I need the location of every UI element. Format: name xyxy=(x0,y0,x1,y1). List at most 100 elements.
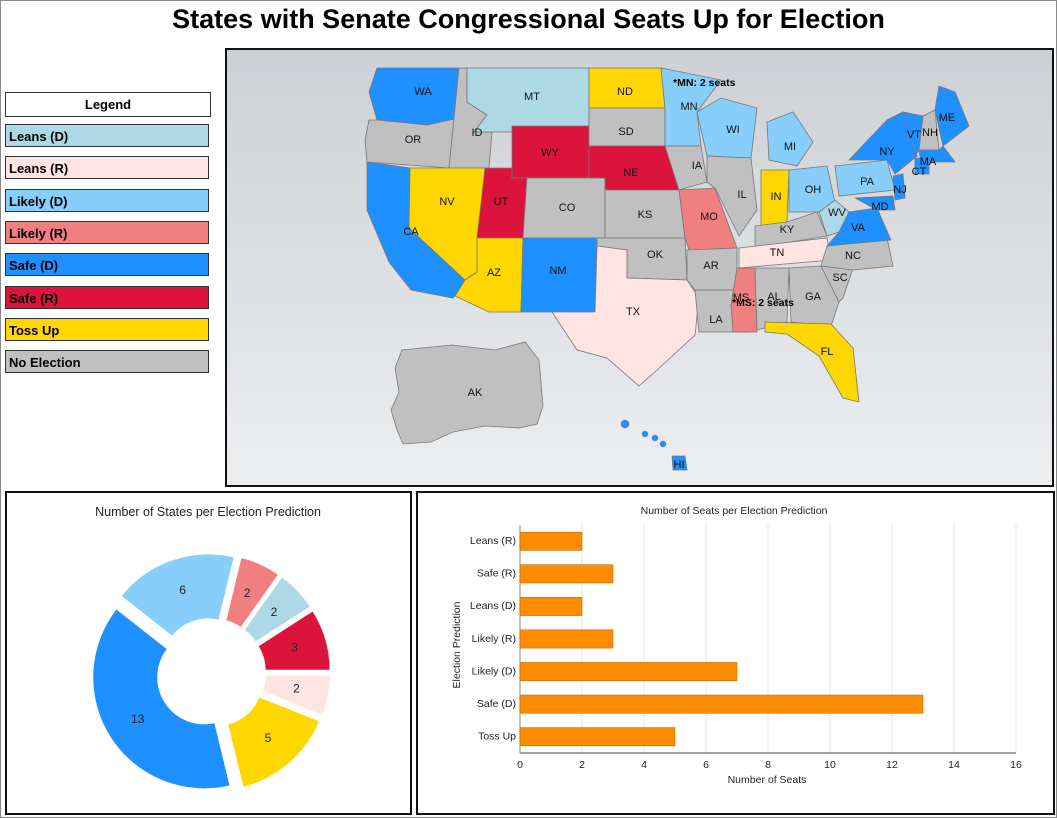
state-label-wi: WI xyxy=(726,124,739,136)
pie-slice-label: 2 xyxy=(244,586,251,600)
state-label-ak: AK xyxy=(468,387,483,399)
state-label-wv: WV xyxy=(828,207,846,219)
pie-slice-toss-up[interactable] xyxy=(225,694,322,790)
state-wi[interactable] xyxy=(696,97,758,159)
hawaii-island xyxy=(620,419,630,429)
bar-chart-panel: Number of Seats per Election Prediction … xyxy=(416,491,1055,815)
state-label-nh: NH xyxy=(922,127,938,139)
bar-likely-d[interactable] xyxy=(519,662,738,681)
legend-item-no-election: No Election xyxy=(5,350,209,374)
bar-safe-r[interactable] xyxy=(519,564,614,584)
map-note: *MS: 2 seats xyxy=(732,297,794,309)
state-ms[interactable] xyxy=(730,267,758,333)
x-tick-label: 2 xyxy=(579,759,585,771)
state-mi[interactable] xyxy=(766,111,814,167)
state-md[interactable] xyxy=(853,195,896,211)
state-il[interactable] xyxy=(706,155,758,237)
y-tick-label: Leans (R) xyxy=(470,535,516,547)
state-label-id: ID xyxy=(472,127,483,139)
x-tick-label: 4 xyxy=(641,759,647,771)
pie-slice-safe-d[interactable] xyxy=(91,606,232,791)
y-tick-label: Likely (D) xyxy=(472,665,516,677)
state-label-ok: OK xyxy=(647,249,664,261)
state-ky[interactable] xyxy=(754,211,828,249)
bar-likely-r[interactable] xyxy=(519,629,614,649)
pie-slice-likely-d[interactable] xyxy=(118,552,236,639)
bar-safe-d[interactable] xyxy=(519,694,924,714)
state-label-sc: SC xyxy=(832,272,847,284)
state-label-ar: AR xyxy=(703,260,718,272)
legend-item-safe-d: Safe (D) xyxy=(5,253,209,277)
state-label-al: AL xyxy=(767,291,780,303)
pie-slice-label: 3 xyxy=(291,641,298,655)
pie-slice-likely-r[interactable] xyxy=(223,555,281,630)
bar-toss-up[interactable] xyxy=(519,727,676,747)
state-fl[interactable] xyxy=(764,321,860,403)
state-label-ky: KY xyxy=(780,224,795,236)
state-label-mn: MN xyxy=(680,101,697,113)
state-label-ga: GA xyxy=(805,291,822,303)
state-ny[interactable] xyxy=(848,111,918,175)
state-al[interactable] xyxy=(754,267,790,331)
state-label-ma: MA xyxy=(920,156,937,168)
state-label-in: IN xyxy=(771,191,782,203)
x-tick-label: 14 xyxy=(948,759,960,771)
legend-item-likely-r: Likely (R) xyxy=(5,220,209,244)
state-label-mo: MO xyxy=(700,211,718,223)
pie-slice-safe-r[interactable] xyxy=(255,608,332,672)
legend-item-safe-r: Safe (R) xyxy=(5,285,209,309)
state-label-nm: NM xyxy=(549,265,566,277)
y-tick-label: Leans (D) xyxy=(470,600,516,612)
state-label-or: OR xyxy=(405,134,422,146)
state-label-ms: MS xyxy=(733,292,750,304)
x-tick-label: 10 xyxy=(824,759,836,771)
state-tx[interactable] xyxy=(551,245,700,387)
state-label-nd: ND xyxy=(617,86,633,98)
state-label-va: VA xyxy=(851,222,866,234)
state-label-tx: TX xyxy=(626,306,641,318)
legend-title: Legend xyxy=(5,92,211,117)
x-tick-label: 16 xyxy=(1010,759,1022,771)
x-tick-label: 8 xyxy=(765,759,771,771)
state-label-wa: WA xyxy=(414,86,432,98)
y-tick-label: Toss Up xyxy=(478,730,516,742)
state-hi[interactable] xyxy=(671,455,688,471)
state-label-mt: MT xyxy=(524,91,540,103)
legend-item-leans-r: Leans (R) xyxy=(5,156,209,180)
state-label-oh: OH xyxy=(805,184,822,196)
pie-slice-label: 5 xyxy=(265,731,272,745)
bar-chart-ylabel: Election Prediction xyxy=(451,601,463,688)
bar-chart-title: Number of Seats per Election Prediction xyxy=(641,505,828,517)
state-label-ia: IA xyxy=(692,160,703,172)
state-me[interactable] xyxy=(934,85,970,147)
legend-item-toss-up: Toss Up xyxy=(5,317,209,341)
state-tn[interactable] xyxy=(738,237,832,269)
state-va[interactable] xyxy=(826,207,892,247)
state-ak[interactable] xyxy=(390,341,544,445)
y-tick-label: Likely (R) xyxy=(472,633,516,645)
us-map: WA OR CA ID NV MT WY UT AZ CO NM ND SD NE KS OK TX MN IA MO… xyxy=(364,67,970,471)
state-label-hi: HI xyxy=(674,459,685,471)
state-label-md: MD xyxy=(871,201,888,213)
pie-slice-label: 13 xyxy=(131,712,145,726)
pie-slice-leans-r[interactable] xyxy=(260,673,332,718)
x-tick-label: 6 xyxy=(703,759,709,771)
map-note: *MN: 2 seats xyxy=(673,77,736,89)
state-ct[interactable] xyxy=(914,157,930,175)
hawaii-island xyxy=(659,440,667,448)
bar-leans-d[interactable] xyxy=(519,597,583,616)
bar-leans-r[interactable] xyxy=(519,531,583,551)
hawaii-island xyxy=(641,430,649,438)
state-label-ny: NY xyxy=(879,146,895,158)
state-ga[interactable] xyxy=(788,265,840,327)
state-label-wy: WY xyxy=(541,147,559,159)
state-label-mi: MI xyxy=(784,141,796,153)
bar-chart-xlabel: Number of Seats xyxy=(728,774,807,786)
legend-item-likely-d: Likely (D) xyxy=(5,188,209,212)
state-nj[interactable] xyxy=(892,173,906,201)
state-label-az: AZ xyxy=(487,267,501,279)
pie-slice-leans-d[interactable] xyxy=(242,574,313,644)
state-label-vt: VT xyxy=(907,129,921,141)
state-label-co: CO xyxy=(559,202,576,214)
state-label-sd: SD xyxy=(618,126,633,138)
